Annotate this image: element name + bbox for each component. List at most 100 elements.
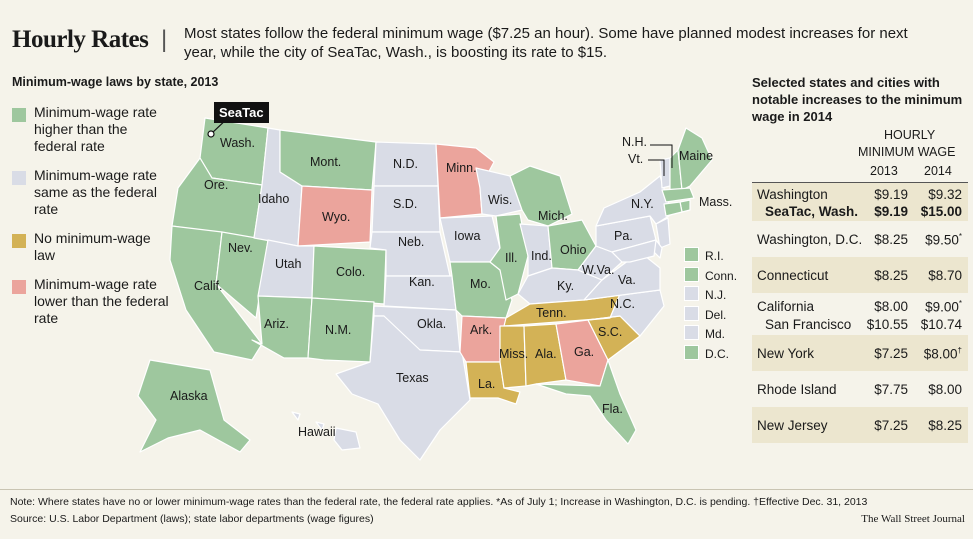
row-name: Connecticut <box>757 268 829 283</box>
legend-label: Minimum-wage rate higher than the federa… <box>34 104 157 154</box>
label-sd: S.D. <box>393 197 417 211</box>
legend-label: No minimum-wage law <box>34 230 151 263</box>
small-state-swatch <box>684 305 699 321</box>
small-state-swatch <box>684 286 699 301</box>
label-ala: Ala. <box>535 347 557 361</box>
row-value-2013: $8.00 <box>874 299 908 314</box>
legend-item-none: No minimum-wage law <box>12 230 172 264</box>
label-fla: Fla. <box>602 402 623 416</box>
label-mont: Mont. <box>310 155 341 169</box>
label-ariz: Ariz. <box>264 317 289 331</box>
small-state-swatch <box>684 325 699 340</box>
row-value-2014: $8.00 <box>928 382 962 397</box>
legend-label: Minimum-wage rate lower than the federal… <box>34 276 169 326</box>
small-state-md: Md. <box>684 325 737 345</box>
small-state-dc: D.C. <box>684 344 737 365</box>
label-vt: Vt. <box>628 152 643 166</box>
state-fla <box>535 359 637 445</box>
label-mass: Mass. <box>699 195 732 209</box>
col-year-2014: 2014 <box>924 164 952 178</box>
label-mich: Mich. <box>538 209 568 223</box>
small-state-conn: Conn. <box>684 266 738 287</box>
table-row-connecticut: Connecticut $8.25 $8.70 <box>752 257 968 293</box>
table-row-new-jersey: New Jersey $7.25 $8.25 <box>752 407 968 443</box>
label-maine: Maine <box>679 149 713 163</box>
label-la: La. <box>478 377 495 391</box>
state-ala <box>523 323 567 387</box>
row-name: Washington <box>757 187 828 202</box>
small-state-label: N.J. <box>705 288 727 302</box>
label-hawaii: Hawaii <box>298 425 336 439</box>
label-texas: Texas <box>396 371 429 385</box>
source-line: Source: U.S. Labor Department (laws); st… <box>10 513 374 525</box>
state-wyo <box>297 185 373 247</box>
row-value-2013: $7.25 <box>874 418 908 433</box>
state-nj <box>655 217 671 249</box>
small-state-swatch <box>684 266 699 282</box>
row-value-2013: $8.25 <box>874 268 908 283</box>
state-nm <box>307 297 375 363</box>
small-states-list: R.I. Conn. N.J. Del. Md. D.C. <box>684 247 737 364</box>
label-ore: Ore. <box>204 178 228 192</box>
label-kan: Kan. <box>409 275 435 289</box>
row-value-2013: $7.75 <box>874 382 908 397</box>
table-row-new-york: New York $7.25 $8.00† <box>752 335 968 371</box>
label-wyo: Wyo. <box>322 210 350 224</box>
legend-label: Minimum-wage rate same as the federal ra… <box>34 167 157 217</box>
label-nh: N.H. <box>622 135 647 149</box>
legend-item-same: Minimum-wage rate same as the federal ra… <box>12 167 172 218</box>
row-name: California <box>757 299 815 314</box>
legend-swatch-none <box>12 234 26 248</box>
col-title-minimum-wage: MINIMUM WAGE <box>858 145 956 159</box>
label-sc: S.C. <box>598 325 622 339</box>
small-state-label: D.C. <box>705 346 729 361</box>
label-nm: N.M. <box>325 323 351 337</box>
label-wash: Wash. <box>220 136 255 150</box>
publisher-credit: The Wall Street Journal <box>861 513 965 525</box>
label-ny: N.Y. <box>631 197 654 211</box>
small-state-label: Conn. <box>705 268 738 283</box>
label-nc: N.C. <box>610 297 635 311</box>
state-vt <box>659 157 671 189</box>
row-sub-value-2013: $10.55 <box>866 317 908 332</box>
row-value-2014: $8.70 <box>928 268 962 283</box>
row-value-2014: $9.32 <box>928 187 962 202</box>
row-value-2013: $7.25 <box>874 346 908 361</box>
footer-rule <box>0 489 973 490</box>
state-nev <box>215 231 269 319</box>
row-value-2014: $9.00* <box>925 299 962 315</box>
small-state-nj: N.J. <box>684 286 737 306</box>
state-mass <box>661 187 695 203</box>
row-sub-value-2014: $15.00 <box>920 204 962 219</box>
legend-item-lower: Minimum-wage rate lower than the federal… <box>12 276 172 327</box>
label-ark: Ark. <box>470 323 492 337</box>
row-sub-name: San Francisco <box>765 317 852 332</box>
label-alaska: Alaska <box>170 389 208 403</box>
table-row-rhode-island: Rhode Island $7.75 $8.00 <box>752 371 968 407</box>
label-ohio: Ohio <box>560 243 586 257</box>
label-okla: Okla. <box>417 317 446 331</box>
nh-leader <box>650 144 673 168</box>
state-md <box>611 239 657 263</box>
legend-item-higher: Minimum-wage rate higher than the federa… <box>12 104 172 155</box>
wage-table-rows: Washington $9.19 $9.32 SeaTac, Wash. $9.… <box>752 182 968 443</box>
small-state-del: Del. <box>684 305 737 326</box>
state-hawaii <box>291 411 361 451</box>
legend-swatch-same <box>12 171 26 185</box>
table-row-california: California $8.00 $9.00* San Francisco $1… <box>752 293 968 335</box>
label-idaho: Idaho <box>258 192 289 206</box>
label-pa: Pa. <box>614 229 633 243</box>
label-calif: Calif. <box>194 279 222 293</box>
row-sub-value-2014: $10.74 <box>920 317 962 332</box>
table-row-dc: Washington, D.C. $8.25 $9.50* <box>752 221 968 257</box>
row-value-2014: $8.00† <box>923 346 962 362</box>
state-alaska <box>137 359 251 453</box>
small-state-label: R.I. <box>705 249 724 263</box>
col-title-hourly: HOURLY <box>884 128 936 142</box>
label-miss: Miss. <box>499 347 528 361</box>
label-ind: Ind. <box>531 249 552 263</box>
intro-text: Most states follow the federal minimum w… <box>184 25 908 61</box>
map-subtitle: Minimum-wage laws by state, 2013 <box>12 75 219 89</box>
